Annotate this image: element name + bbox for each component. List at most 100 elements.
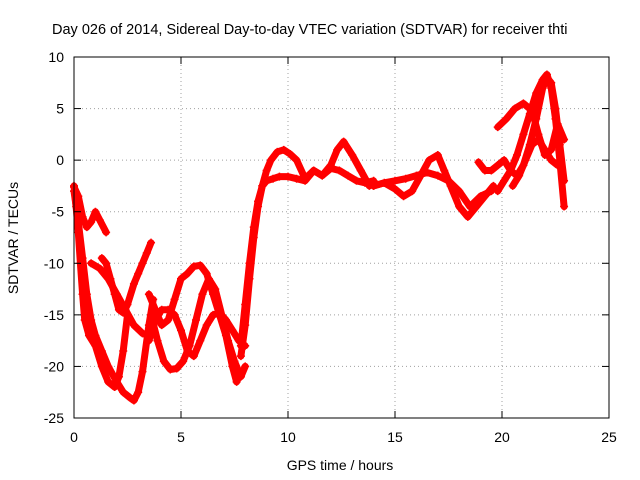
data-point-arc-3 <box>112 377 121 386</box>
data-point-arc-14 <box>547 83 556 92</box>
data-point-arc-8 <box>204 274 213 283</box>
data-point-arc-13 <box>500 156 509 165</box>
data-point-arc-1 <box>95 215 104 224</box>
data-point-arc-6 <box>183 269 192 278</box>
data-point-arc-6 <box>196 261 205 270</box>
data-point-arc-9 <box>273 147 282 156</box>
data-point-arc-3 <box>104 362 113 371</box>
data-point-arc-4 <box>142 248 151 257</box>
data-point-arc-12 <box>380 178 389 187</box>
data-point-arc-3 <box>82 290 91 299</box>
data-point-arc-6 <box>189 262 198 271</box>
data-point-arc-10 <box>241 300 250 309</box>
data-point-arc-4 <box>129 279 138 288</box>
data-point-arc-12 <box>412 171 421 180</box>
data-point-arc-8 <box>191 316 200 325</box>
data-point-arc-14 <box>538 75 547 84</box>
data-point-arc-14 <box>532 89 541 98</box>
data-point-arc-9 <box>339 137 348 146</box>
data-point-arc-5 <box>104 274 113 283</box>
data-point-arc-11 <box>399 192 408 201</box>
data-point-arc-10 <box>269 174 278 183</box>
data-point-arc-3 <box>97 346 106 355</box>
data-point-arc-8 <box>179 357 188 366</box>
data-point-arc-9 <box>333 145 342 154</box>
data-point-arc-9 <box>266 156 275 165</box>
data-point-arc-7 <box>177 326 185 335</box>
data-point-arc-5 <box>129 321 138 330</box>
data-point-arc-11 <box>455 202 464 211</box>
data-point-arc-8 <box>159 357 168 366</box>
data-point-arc-8 <box>185 341 194 350</box>
data-point-arc-3 <box>74 218 83 227</box>
data-point-arc-12 <box>401 174 410 183</box>
data-point-arc-15 <box>502 114 511 123</box>
data-point-arc-11 <box>425 156 434 165</box>
data-point-arc-10 <box>284 172 292 181</box>
data-point-arc-10 <box>326 164 335 173</box>
data-point-arc-14 <box>519 130 528 139</box>
series-arc-8 <box>147 275 249 381</box>
data-point-arc-12 <box>433 171 442 180</box>
data-point-arc-15 <box>519 99 528 108</box>
data-point-arc-6 <box>232 377 241 386</box>
data-point-arc-3 <box>119 388 128 397</box>
x-tick-label: 0 <box>70 429 78 445</box>
data-point-arc-13 <box>493 161 502 170</box>
data-point-arc-3 <box>125 393 134 402</box>
data-point-arc-9 <box>236 352 245 361</box>
data-point-arc-4 <box>134 269 143 278</box>
data-point-arc-14 <box>500 176 509 185</box>
data-point-arc-14 <box>512 150 521 159</box>
data-point-arc-7 <box>196 336 205 345</box>
data-point-arc-16 <box>553 161 562 170</box>
data-point-arc-15 <box>553 120 562 129</box>
tick-layer: 0 5 10 15 20 25 -25 -20 -15 -10 -5 0 5 10 <box>44 49 617 445</box>
data-point-arc-16 <box>547 156 556 165</box>
data-point-arc-6 <box>144 290 153 299</box>
x-tick-label: 20 <box>494 429 510 445</box>
data-point-arc-16 <box>521 156 530 165</box>
data-point-arc-10 <box>343 171 352 180</box>
y-tick-label: -10 <box>44 255 64 271</box>
data-point-arc-5 <box>138 329 147 338</box>
data-point-arc-9 <box>279 145 288 154</box>
series-arc-11 <box>359 151 497 221</box>
series-layer <box>70 70 569 405</box>
data-point-arc-13 <box>487 166 496 175</box>
data-point-arc-4 <box>147 238 156 247</box>
data-point-arc-16 <box>527 140 536 149</box>
data-point-arc-8 <box>166 365 175 374</box>
data-point-arc-5 <box>87 259 96 268</box>
data-point-arc-11 <box>358 176 367 185</box>
y-tick-label: 5 <box>56 101 64 117</box>
x-tick-label: 5 <box>177 429 185 445</box>
data-point-arc-12 <box>455 187 464 196</box>
data-point-arc-7 <box>202 321 211 330</box>
data-point-arc-10 <box>275 172 284 181</box>
data-point-arc-16 <box>515 171 524 180</box>
data-point-arc-7 <box>164 305 173 314</box>
data-point-arc-8 <box>241 362 250 371</box>
chart-title: Day 026 of 2014, Sidereal Day-to-day VTE… <box>52 22 568 38</box>
data-point-arc-14 <box>542 70 551 79</box>
x-tick-label: 15 <box>387 429 403 445</box>
data-point-arc-10 <box>254 197 263 206</box>
data-point-arc-12 <box>465 202 474 211</box>
data-point-arc-3 <box>134 388 143 397</box>
data-point-arc-5 <box>95 264 104 273</box>
data-point-arc-9 <box>356 166 365 175</box>
data-point-arc-7 <box>144 336 153 345</box>
data-point-arc-2 <box>104 377 113 386</box>
data-point-arc-8 <box>230 357 239 366</box>
data-point-arc-8 <box>198 290 207 299</box>
plot-area-frame <box>73 56 610 419</box>
data-point-arc-8 <box>147 310 156 319</box>
data-point-arc-10 <box>245 259 254 268</box>
data-point-arc-8 <box>172 364 181 373</box>
data-point-arc-15 <box>493 123 502 132</box>
data-point-arc-12 <box>423 168 432 177</box>
data-point-arc-16 <box>508 181 517 190</box>
y-tick-label: 10 <box>48 49 64 65</box>
data-point-arc-5 <box>121 305 130 314</box>
